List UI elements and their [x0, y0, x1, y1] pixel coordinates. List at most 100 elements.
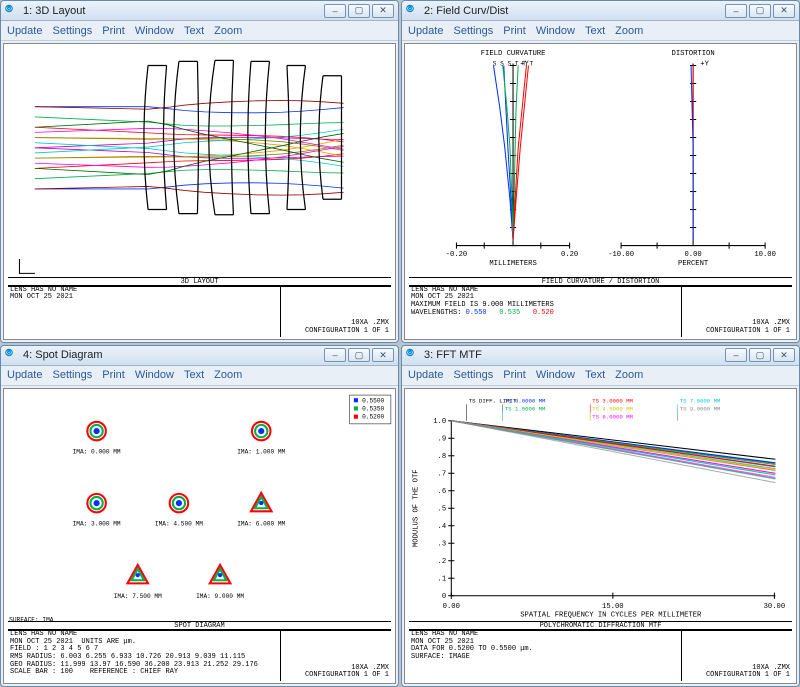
svg-text:0.00: 0.00 — [684, 251, 701, 259]
menu-print[interactable]: Print — [503, 369, 526, 381]
menu-window[interactable]: Window — [536, 25, 575, 37]
svg-text:IMA: 0.000 MM: IMA: 0.000 MM — [73, 448, 121, 455]
svg-text:.1: .1 — [438, 575, 447, 583]
menu-settings[interactable]: Settings — [52, 369, 92, 381]
menu-settings[interactable]: Settings — [52, 25, 92, 37]
close-button[interactable]: ✕ — [773, 348, 795, 362]
config-line: CONFIGURATION 1 OF 1 — [283, 672, 389, 680]
app-icon: ⦾ — [406, 4, 420, 18]
svg-text:.2: .2 — [438, 557, 447, 565]
maximize-button[interactable]: ▢ — [749, 4, 771, 18]
svg-text:PERCENT: PERCENT — [678, 260, 709, 268]
svg-text:30.00: 30.00 — [764, 603, 786, 611]
window-field-curv: ⦾ 2: Field Curv/Dist – ▢ ✕ Update Setting… — [401, 0, 800, 343]
svg-text:IMA: 6.000 MM: IMA: 6.000 MM — [237, 520, 285, 527]
window-buttons: – ▢ ✕ — [324, 4, 394, 18]
svg-text:IMA: 3.000 MM: IMA: 3.000 MM — [73, 520, 121, 527]
close-button[interactable]: ✕ — [773, 4, 795, 18]
window-buttons: – ▢ ✕ — [725, 4, 795, 18]
svg-text:FIELD CURVATURE: FIELD CURVATURE — [481, 50, 546, 58]
plot-content: 0.55000.53500.5200 IMA: 0.000 MMIMA: 1.0… — [3, 388, 396, 685]
footer: LENS HAS NO NAME MON OCT 25 2021 UNITS A… — [8, 629, 391, 681]
svg-text:MODULUS OF THE OTF: MODULUS OF THE OTF — [412, 469, 420, 547]
menubar: Update Settings Print Window Text Zoom — [402, 366, 799, 386]
window-title: 3: FFT MTF — [424, 349, 725, 361]
menu-update[interactable]: Update — [408, 25, 443, 37]
svg-text:.4: .4 — [438, 522, 447, 530]
svg-text:MILLIMETERS: MILLIMETERS — [489, 260, 536, 268]
spot-plot: 0.55000.53500.5200 IMA: 0.000 MMIMA: 1.0… — [4, 389, 395, 628]
window-fft-mtf: ⦾ 3: FFT MTF – ▢ ✕ Update Settings Print Wi… — [401, 345, 800, 687]
svg-text:.9: .9 — [438, 435, 447, 443]
window-buttons: – ▢ ✕ — [324, 348, 394, 362]
svg-text:.6: .6 — [438, 487, 447, 495]
svg-text:TS 7.5000 MM: TS 7.5000 MM — [680, 397, 721, 404]
menu-text[interactable]: Text — [184, 369, 204, 381]
plot-content: TS DIFF. LIMITTS 0.0000 MMTS 1.5000 MMTS… — [404, 388, 797, 685]
plot-content: 3D LAYOUT LENS HAS NO NAME MON OCT 25 20… — [3, 43, 396, 340]
minimize-button[interactable]: – — [725, 4, 747, 18]
plot-content: FIELD CURVATURE +Y S S S T T T -0.20 0.2… — [404, 43, 797, 340]
svg-text:-10.00: -10.00 — [608, 251, 634, 259]
close-button[interactable]: ✕ — [372, 4, 394, 18]
maximize-button[interactable]: ▢ — [348, 4, 370, 18]
menubar: Update Settings Print Window Text Zoom — [1, 366, 398, 386]
menu-zoom[interactable]: Zoom — [615, 369, 643, 381]
minimize-button[interactable]: – — [324, 348, 346, 362]
minimize-button[interactable]: – — [725, 348, 747, 362]
menu-zoom[interactable]: Zoom — [214, 25, 242, 37]
menu-update[interactable]: Update — [408, 369, 443, 381]
footer: LENS HAS NO NAME MON OCT 25 2021 MAXIMUM… — [409, 285, 792, 337]
svg-text:TS 3.0000 MM: TS 3.0000 MM — [592, 397, 633, 404]
svg-text:0.5350: 0.5350 — [362, 405, 384, 412]
menu-print[interactable]: Print — [503, 25, 526, 37]
window-spot-diagram: ⦾ 4: Spot Diagram – ▢ ✕ Update Settings Pr… — [0, 345, 399, 687]
menu-print[interactable]: Print — [102, 25, 125, 37]
titlebar[interactable]: ⦾ 4: Spot Diagram – ▢ ✕ — [1, 346, 398, 366]
menu-settings[interactable]: Settings — [453, 25, 493, 37]
svg-text:TS 9.0000 MM: TS 9.0000 MM — [680, 405, 721, 412]
date: MON OCT 25 2021 — [10, 294, 278, 302]
menu-update[interactable]: Update — [7, 369, 42, 381]
desktop: ⦾ 1: 3D Layout – ▢ ✕ Update Settings Print… — [0, 0, 800, 687]
maximize-button[interactable]: ▢ — [749, 348, 771, 362]
svg-text:0.00: 0.00 — [443, 603, 460, 611]
svg-text:0.20: 0.20 — [561, 251, 578, 259]
svg-text:.8: .8 — [438, 452, 447, 460]
svg-text:IMA: 4.500 MM: IMA: 4.500 MM — [155, 520, 203, 527]
svg-text:0.5500: 0.5500 — [362, 397, 384, 404]
close-button[interactable]: ✕ — [372, 348, 394, 362]
svg-text:TS 4.5000 MM: TS 4.5000 MM — [592, 405, 633, 412]
svg-text:SPATIAL FREQUENCY IN CYCLES PE: SPATIAL FREQUENCY IN CYCLES PER MILLIMET… — [520, 611, 702, 619]
menubar: Update Settings Print Window Text Zoom — [1, 21, 398, 41]
menu-window[interactable]: Window — [135, 369, 174, 381]
menu-window[interactable]: Window — [135, 25, 174, 37]
wavelengths: WAVELENGTHS: 0.550 0.535 0.520 — [411, 310, 679, 318]
menu-text[interactable]: Text — [585, 25, 605, 37]
footer: LENS HAS NO NAME MON OCT 25 2021 10XA .Z… — [8, 285, 391, 337]
menu-text[interactable]: Text — [585, 369, 605, 381]
window-title: 4: Spot Diagram — [23, 349, 324, 361]
menu-zoom[interactable]: Zoom — [214, 369, 242, 381]
maximize-button[interactable]: ▢ — [348, 348, 370, 362]
titlebar[interactable]: ⦾ 2: Field Curv/Dist – ▢ ✕ — [402, 1, 799, 21]
window-title: 1: 3D Layout — [23, 5, 324, 17]
fieldcurv-plot: FIELD CURVATURE +Y S S S T T T -0.20 0.2… — [405, 44, 796, 283]
menu-update[interactable]: Update — [7, 25, 42, 37]
config-line: CONFIGURATION 1 OF 1 — [684, 328, 790, 336]
titlebar[interactable]: ⦾ 1: 3D Layout – ▢ ✕ — [1, 1, 398, 21]
titlebar[interactable]: ⦾ 3: FFT MTF – ▢ ✕ — [402, 346, 799, 366]
svg-text:TS 1.5000 MM: TS 1.5000 MM — [505, 405, 546, 412]
svg-text:.3: .3 — [438, 540, 447, 548]
svg-text:.7: .7 — [438, 470, 447, 478]
menu-window[interactable]: Window — [536, 369, 575, 381]
menu-zoom[interactable]: Zoom — [615, 25, 643, 37]
svg-text:0: 0 — [442, 592, 446, 600]
menu-print[interactable]: Print — [102, 369, 125, 381]
svg-text:+Y: +Y — [700, 61, 709, 69]
minimize-button[interactable]: – — [324, 4, 346, 18]
svg-text:TS 6.0000 MM: TS 6.0000 MM — [592, 413, 633, 420]
svg-text:-0.20: -0.20 — [446, 251, 468, 259]
menu-text[interactable]: Text — [184, 25, 204, 37]
menu-settings[interactable]: Settings — [453, 369, 493, 381]
